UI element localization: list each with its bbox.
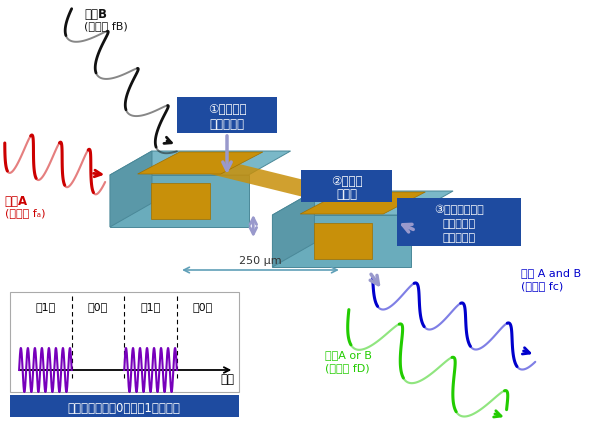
Text: 「1」: 「1」 <box>35 302 55 312</box>
Text: として入力: として入力 <box>210 118 244 131</box>
Text: 入力B: 入力B <box>84 8 107 21</box>
Text: 「1」: 「1」 <box>140 302 161 312</box>
Text: ①電気信号: ①電気信号 <box>208 104 246 116</box>
Text: 入力A: 入力A <box>5 195 28 208</box>
Text: 「0」: 「0」 <box>88 302 108 312</box>
FancyBboxPatch shape <box>301 170 392 202</box>
Polygon shape <box>151 183 210 219</box>
Polygon shape <box>138 152 263 174</box>
Polygon shape <box>272 215 411 267</box>
Polygon shape <box>272 191 315 267</box>
Text: ③異なる周波数: ③異なる周波数 <box>434 205 484 215</box>
Text: の電気信号: の電気信号 <box>442 219 475 229</box>
Polygon shape <box>110 175 249 227</box>
Polygon shape <box>110 151 290 175</box>
Text: が振動: が振動 <box>336 188 357 201</box>
Text: (周波数 fᴄ): (周波数 fᴄ) <box>521 281 563 291</box>
FancyBboxPatch shape <box>9 292 239 392</box>
Text: 「0」: 「0」 <box>193 302 213 312</box>
Text: (周波数 fD): (周波数 fD) <box>325 363 370 373</box>
FancyBboxPatch shape <box>9 395 239 417</box>
Text: (周波数 fₐ): (周波数 fₐ) <box>5 208 45 218</box>
Text: として出力: として出力 <box>442 233 475 243</box>
Text: 250 μm: 250 μm <box>239 256 282 266</box>
FancyBboxPatch shape <box>396 198 521 246</box>
Text: 出力A or B: 出力A or B <box>325 350 372 360</box>
Text: 振動の有無で「0」、「1」を表現: 振動の有無で「0」、「1」を表現 <box>68 402 181 415</box>
Text: 時間: 時間 <box>220 373 234 386</box>
Polygon shape <box>314 223 372 259</box>
Text: (周波数 fB): (周波数 fB) <box>84 21 128 31</box>
FancyBboxPatch shape <box>177 97 277 133</box>
Text: ②板ばね: ②板ばね <box>331 175 362 188</box>
Polygon shape <box>272 191 453 215</box>
Polygon shape <box>110 151 152 227</box>
Text: 出力 A and B: 出力 A and B <box>521 268 581 278</box>
Polygon shape <box>300 192 425 214</box>
